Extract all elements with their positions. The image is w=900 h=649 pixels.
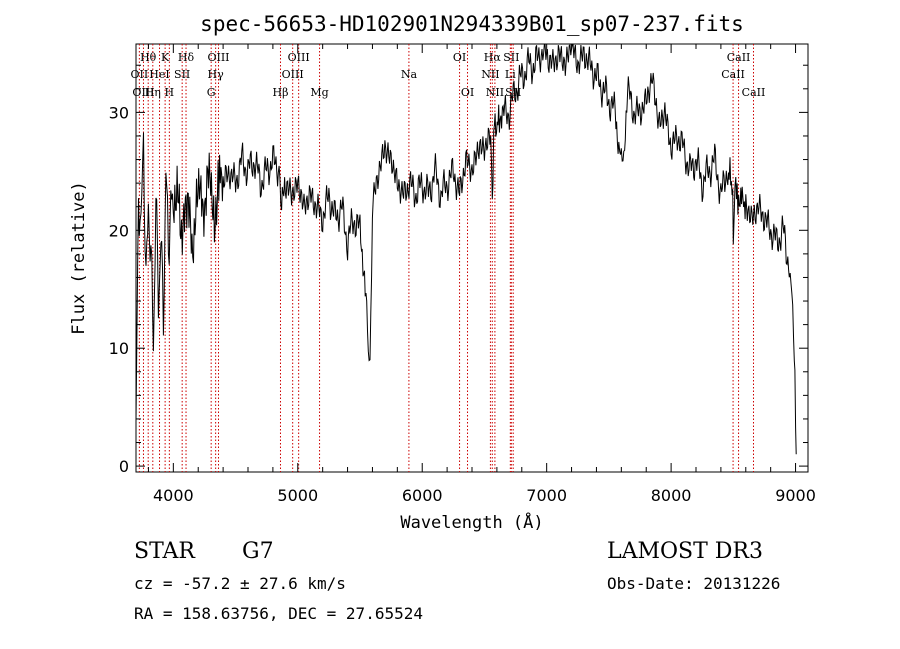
marker-label: G	[207, 86, 216, 99]
marker-label: Hα	[484, 51, 502, 64]
marker-label: OII	[131, 68, 149, 81]
y-tick-label: 10	[109, 339, 129, 358]
x-tick-label: 8000	[651, 486, 692, 505]
y-tick-label: 0	[119, 457, 129, 476]
plot-frame	[135, 43, 809, 473]
marker-label: Hη	[145, 86, 161, 99]
x-tick-label: 7000	[526, 486, 567, 505]
marker-label: Hδ	[178, 51, 195, 64]
marker-label: Hβ	[273, 86, 289, 99]
x-tick-label: 5000	[277, 486, 318, 505]
marker-label: CaII	[721, 68, 745, 81]
marker-label: SII	[503, 51, 519, 64]
marker-label: Li	[505, 68, 516, 81]
obs-date-text: Obs-Date: 20131226	[607, 574, 781, 593]
marker-label: H	[165, 86, 175, 99]
spectral-line-markers	[138, 44, 754, 472]
marker-label: OIII	[282, 68, 304, 81]
marker-label: NII	[486, 86, 504, 99]
y-tick-label: 30	[109, 103, 129, 122]
marker-label: K	[161, 51, 170, 64]
y-axis: 0 10 20 30	[109, 64, 808, 476]
marker-label: OIII	[207, 51, 229, 64]
marker-label: NII	[481, 68, 499, 81]
object-type: STAR	[134, 539, 195, 564]
x-axis-label: Wavelength (Å)	[400, 511, 543, 533]
subclass: G7	[242, 539, 274, 564]
x-tick-label: 9000	[775, 486, 816, 505]
marker-label: CaII	[727, 51, 751, 64]
y-tick-label: 20	[109, 221, 129, 240]
marker-label: OIII	[288, 51, 310, 64]
redshift-text: cz = -57.2 ± 27.6 km/s	[134, 574, 346, 593]
y-axis-label: Flux (relative)	[69, 181, 89, 335]
marker-label: Hγ	[208, 68, 225, 81]
x-tick-label: 6000	[402, 486, 443, 505]
marker-label: OI	[461, 86, 474, 99]
marker-label: Mg	[310, 86, 328, 99]
x-tick-label: 4000	[153, 486, 194, 505]
marker-label: OI	[453, 51, 466, 64]
marker-label: Na	[401, 68, 418, 81]
marker-label: SII	[174, 68, 190, 81]
x-axis: 4000 5000 6000 7000 8000 9000	[147, 44, 816, 505]
coords-text: RA = 158.63756, DEC = 27.65524	[134, 604, 423, 623]
survey-name: LAMOST DR3	[607, 539, 763, 564]
spectrum-line	[135, 44, 797, 455]
marker-label: CaII	[742, 86, 766, 99]
chart-title: spec-56653-HD102901N294339B01_sp07-237.f…	[200, 12, 744, 36]
marker-label: HeI	[149, 68, 169, 81]
marker-label: Hθ	[140, 51, 157, 64]
